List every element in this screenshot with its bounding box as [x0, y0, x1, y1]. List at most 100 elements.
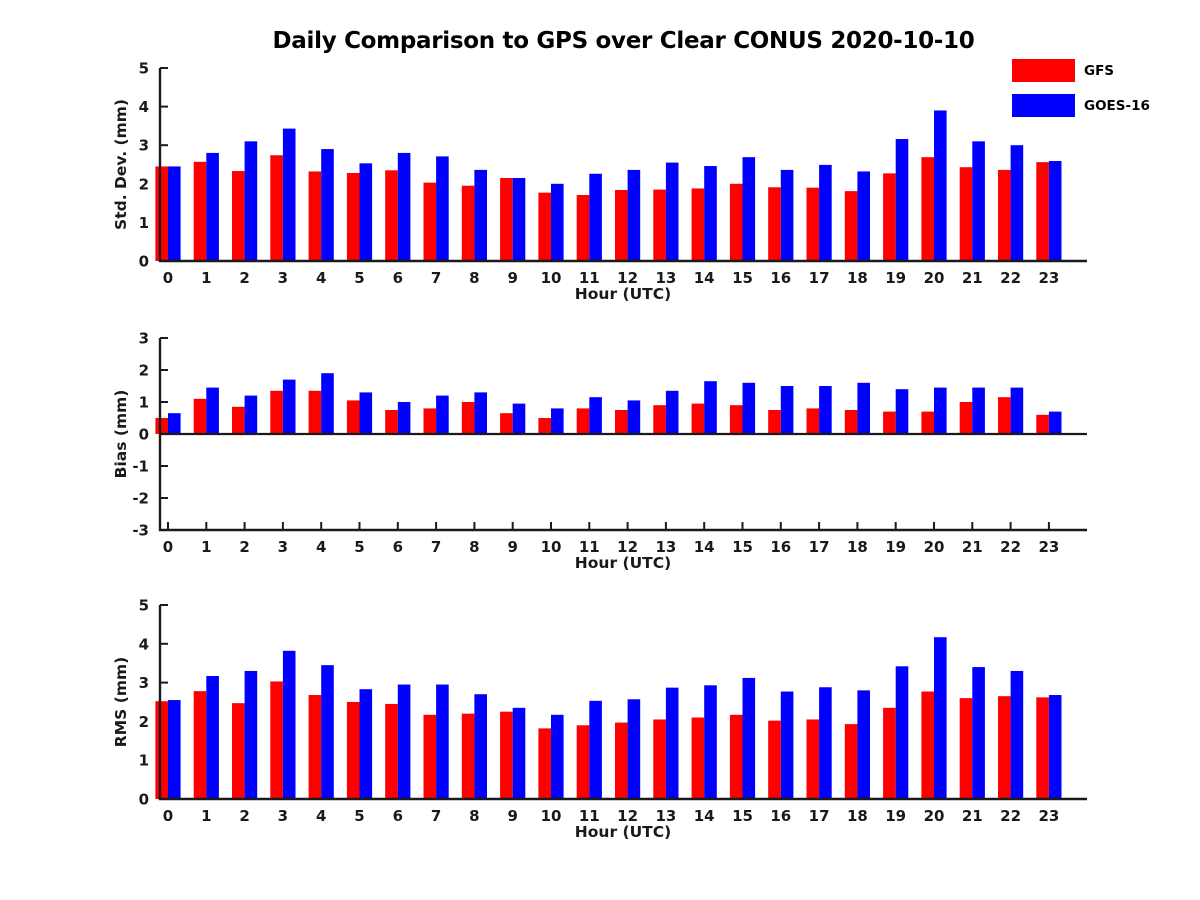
std-dev-x-tick-label: 10: [541, 269, 562, 287]
std-dev-x-tick-label: 3: [278, 269, 288, 287]
bias-bar-goes-16: [665, 390, 679, 434]
std-dev-x-tick-label: 2: [239, 269, 249, 287]
rms-x-tick-label: 5: [354, 807, 364, 825]
bias-x-tick-label: 7: [431, 538, 441, 556]
bias-bar-goes-16: [627, 400, 641, 434]
rms-x-tick-label: 3: [278, 807, 288, 825]
rms-bar-gfs: [193, 691, 207, 799]
rms-bar-goes-16: [397, 684, 411, 799]
std-dev-bar-goes-16: [819, 164, 832, 261]
std-dev-bar-goes-16: [512, 178, 526, 261]
stddev-x-axis-label: Hour (UTC): [575, 285, 671, 303]
std-dev-bar-gfs: [576, 194, 590, 261]
legend-label-gfs: GFS: [1084, 62, 1115, 79]
bias-bar-gfs: [844, 410, 858, 434]
rms-bar-gfs: [308, 695, 322, 799]
std-dev-bar-goes-16: [244, 141, 258, 261]
rms-bar-gfs: [461, 713, 475, 799]
std-dev-x-tick-label: 14: [694, 269, 715, 287]
bias-x-tick-label: 8: [469, 538, 479, 556]
rms-bar-gfs: [155, 701, 168, 799]
std-dev-bar-goes-16: [895, 139, 909, 261]
rms-x-tick-label: 9: [507, 807, 517, 825]
std-dev-x-tick-label: 0: [163, 269, 173, 287]
bias-bar-goes-16: [780, 386, 794, 434]
std-dev-bar-gfs: [768, 187, 781, 261]
rms-bar-goes-16: [665, 687, 679, 799]
rms-y-axis-label: RMS (mm): [112, 657, 130, 747]
rms-bar-goes-16: [742, 677, 756, 799]
std-dev-bar-gfs: [998, 169, 1011, 261]
chart-title: Daily Comparison to GPS over Clear CONUS…: [272, 28, 975, 54]
rms-bar-goes-16: [512, 707, 526, 799]
std-dev-bar-goes-16: [780, 169, 794, 261]
rms-bar-goes-16: [282, 650, 296, 799]
bias-bar-gfs: [538, 418, 551, 434]
bias-x-tick-label: 6: [393, 538, 403, 556]
std-dev-y-tick-label: 2: [139, 175, 149, 193]
rms-bar-gfs: [959, 698, 973, 799]
bias-bar-goes-16: [321, 373, 334, 434]
rms-x-tick-label: 14: [694, 807, 715, 825]
std-dev-x-tick-label: 12: [617, 269, 638, 287]
rms-bar-goes-16: [1010, 670, 1024, 799]
bias-bar-gfs: [653, 405, 666, 434]
rms-bar-gfs: [385, 703, 398, 799]
bias-bar-gfs: [1036, 414, 1049, 434]
bias-bar-goes-16: [436, 395, 449, 434]
bias-bar-gfs: [270, 390, 283, 434]
rms-x-tick-label: 6: [393, 807, 403, 825]
std-dev-bar-gfs: [883, 173, 896, 261]
rms-x-tick-label: 11: [579, 807, 600, 825]
rms-bar-goes-16: [359, 689, 373, 799]
bias-y-tick-label: -1: [132, 458, 149, 476]
std-dev-bar-gfs: [423, 182, 437, 261]
rms-bar-gfs: [346, 702, 360, 799]
std-dev-bar-goes-16: [397, 152, 411, 261]
stddev-y-axis-label: Std. Dev. (mm): [112, 99, 130, 230]
std-dev-x-tick-label: 6: [393, 269, 403, 287]
bias-bar-gfs: [461, 402, 475, 434]
rms-x-tick-label: 19: [885, 807, 906, 825]
std-dev-bar-goes-16: [665, 162, 679, 261]
bias-x-tick-label: 1: [201, 538, 211, 556]
bias-bar-gfs: [232, 406, 245, 434]
bias-y-tick-label: -2: [132, 490, 149, 508]
bias-x-tick-label: 21: [962, 538, 983, 556]
std-dev-y-tick-label: 3: [139, 137, 149, 155]
rms-bar-goes-16: [436, 684, 449, 799]
rms-bar-goes-16: [321, 665, 334, 799]
rms-bar-goes-16: [972, 667, 985, 799]
bias-x-tick-label: 3: [278, 538, 288, 556]
std-dev-y-tick-label: 4: [139, 98, 149, 116]
std-dev-bar-goes-16: [627, 169, 641, 261]
std-dev-bar-goes-16: [282, 128, 296, 261]
std-dev-bar-gfs: [959, 167, 973, 261]
bias-bar-goes-16: [589, 397, 602, 434]
legend: GFS GOES-16: [1012, 59, 1150, 117]
rms-x-tick-label: 21: [962, 807, 983, 825]
std-dev-bar-goes-16: [1010, 145, 1024, 261]
bias-bar-gfs: [615, 410, 628, 434]
bias-y-tick-label: -3: [132, 522, 149, 540]
rms-x-tick-label: 17: [809, 807, 830, 825]
rms-x-tick-label: 2: [239, 807, 249, 825]
bias-bar-goes-16: [1048, 411, 1062, 434]
rms-bar-gfs: [883, 707, 896, 799]
legend-label-goes16: GOES-16: [1084, 97, 1150, 114]
bias-x-tick-label: 19: [885, 538, 906, 556]
std-dev-x-tick-label: 13: [655, 269, 676, 287]
rms-bar-gfs: [615, 722, 628, 799]
rms-y-tick-label: 4: [139, 635, 149, 653]
rms-bar-gfs: [691, 717, 705, 799]
std-dev-x-tick-label: 4: [316, 269, 326, 287]
std-dev-bar-gfs: [500, 178, 513, 261]
std-dev-bar-goes-16: [436, 156, 449, 261]
std-dev-x-tick-label: 21: [962, 269, 983, 287]
bias-bar-gfs: [576, 408, 590, 434]
std-dev-x-tick-label: 15: [732, 269, 753, 287]
bias-bar-gfs: [806, 408, 820, 434]
std-dev-bar-gfs: [729, 183, 743, 261]
std-dev-bar-goes-16: [359, 163, 373, 261]
